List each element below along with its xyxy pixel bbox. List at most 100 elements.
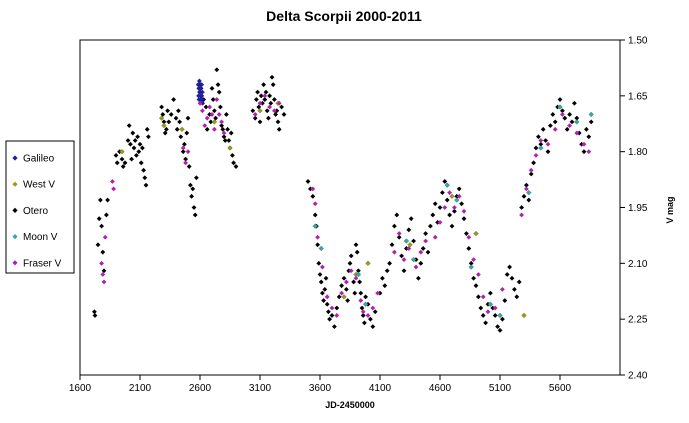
- data-point-moon-v: [318, 245, 324, 252]
- y-tick-label: 1.65: [628, 91, 648, 102]
- data-point-otero: [185, 115, 191, 121]
- data-point-otero: [514, 294, 520, 300]
- data-point-fraser-v: [197, 100, 203, 106]
- data-point-moon-v: [538, 145, 544, 151]
- y-axis-label: V mag: [665, 196, 675, 223]
- y-tick-label: 1.80: [628, 147, 648, 158]
- data-point-otero: [180, 149, 186, 155]
- data-point-moon-v: [444, 182, 450, 188]
- data-point-otero: [516, 279, 522, 285]
- data-point-fraser-v: [344, 279, 349, 285]
- data-point-otero: [100, 249, 106, 255]
- data-point-fraser-v: [272, 108, 277, 114]
- y-tick-label: 2.25: [628, 315, 648, 326]
- data-point-otero: [353, 242, 359, 248]
- data-point-fraser-v: [492, 305, 498, 311]
- data-point-fraser-v: [329, 305, 335, 311]
- y-tick-label: 1.50: [628, 36, 648, 47]
- data-point-otero: [268, 100, 274, 106]
- data-point-galileo: [200, 100, 206, 106]
- data-point-otero: [231, 160, 236, 166]
- data-point-otero: [423, 231, 428, 236]
- data-point-fraser-v: [110, 179, 115, 184]
- data-point-otero: [215, 82, 221, 88]
- data-point-otero: [504, 272, 510, 277]
- legend-box: [5, 140, 75, 274]
- data-point-otero: [336, 294, 342, 300]
- data-point-otero: [444, 197, 450, 203]
- x-axis-label: JD-2450000: [325, 400, 375, 410]
- data-point-otero: [209, 85, 215, 91]
- data-point-otero: [564, 126, 570, 132]
- data-point-otero: [538, 141, 544, 147]
- data-point-otero: [220, 126, 226, 132]
- data-point-otero: [442, 179, 448, 184]
- data-point-otero: [526, 197, 532, 203]
- data-point-otero: [140, 145, 145, 151]
- data-point-otero: [269, 74, 275, 80]
- data-point-fraser-v: [401, 257, 407, 263]
- data-point-otero: [574, 115, 580, 121]
- data-point-otero: [305, 179, 311, 184]
- data-point-otero: [399, 253, 404, 259]
- data-point-otero: [332, 324, 337, 330]
- data-point-otero: [488, 290, 493, 296]
- data-point-fraser-v: [392, 249, 397, 255]
- data-point-otero: [406, 227, 412, 233]
- data-point-fraser-v: [519, 212, 524, 218]
- data-point-west-v: [179, 126, 185, 133]
- data-point-otero: [92, 313, 98, 318]
- data-point-otero: [130, 130, 136, 136]
- data-point-otero: [533, 145, 539, 151]
- data-point-otero: [323, 275, 329, 281]
- data-point-fraser-v: [413, 264, 419, 270]
- data-point-otero: [317, 272, 323, 277]
- data-point-fraser-v: [100, 272, 106, 277]
- legend-label: West V: [23, 180, 55, 191]
- x-tick-label: 2600: [189, 383, 212, 394]
- data-point-moon-v: [312, 223, 318, 229]
- data-point-otero: [524, 182, 529, 188]
- data-point-otero: [420, 246, 426, 251]
- data-point-otero: [339, 283, 344, 289]
- data-point-otero: [416, 275, 421, 281]
- data-point-otero: [341, 275, 347, 281]
- data-point-fraser-v: [360, 309, 366, 315]
- data-point-moon-v: [362, 301, 369, 307]
- data-point-otero: [389, 242, 395, 248]
- data-point-fraser-v: [262, 93, 268, 99]
- data-point-fraser-v: [437, 219, 443, 225]
- data-point-otero: [452, 208, 457, 214]
- data-point-otero: [519, 205, 524, 210]
- data-point-otero: [473, 283, 479, 289]
- data-point-fraser-v: [348, 268, 354, 274]
- data-point-fraser-v: [353, 275, 359, 281]
- data-point-otero: [370, 324, 376, 330]
- data-point-otero: [476, 294, 481, 300]
- data-point-fraser-v: [315, 234, 320, 240]
- data-point-otero: [584, 126, 589, 132]
- data-point-otero: [194, 175, 199, 181]
- data-point-otero: [447, 212, 452, 218]
- data-point-fraser-v: [101, 279, 107, 285]
- data-point-otero: [96, 216, 102, 222]
- data-point-fraser-v: [567, 123, 572, 129]
- chart-title: Delta Scorpii 2000-2011: [266, 8, 422, 24]
- data-point-otero: [483, 320, 488, 326]
- data-point-west-v: [161, 122, 167, 129]
- data-point-otero: [120, 164, 126, 169]
- data-point-otero: [321, 298, 326, 303]
- data-point-fraser-v: [320, 264, 325, 270]
- data-point-fraser-v: [432, 234, 438, 240]
- data-point-otero: [548, 123, 553, 129]
- data-point-fraser-v: [183, 160, 188, 166]
- data-point-otero: [478, 305, 484, 311]
- data-point-fraser-v: [471, 257, 476, 263]
- data-point-otero: [225, 126, 230, 132]
- data-point-fraser-v: [212, 126, 217, 132]
- data-point-otero: [411, 238, 416, 244]
- data-point-otero: [543, 138, 548, 143]
- data-point-fraser-v: [324, 294, 330, 300]
- data-point-otero: [430, 212, 436, 218]
- data-point-otero: [186, 164, 192, 169]
